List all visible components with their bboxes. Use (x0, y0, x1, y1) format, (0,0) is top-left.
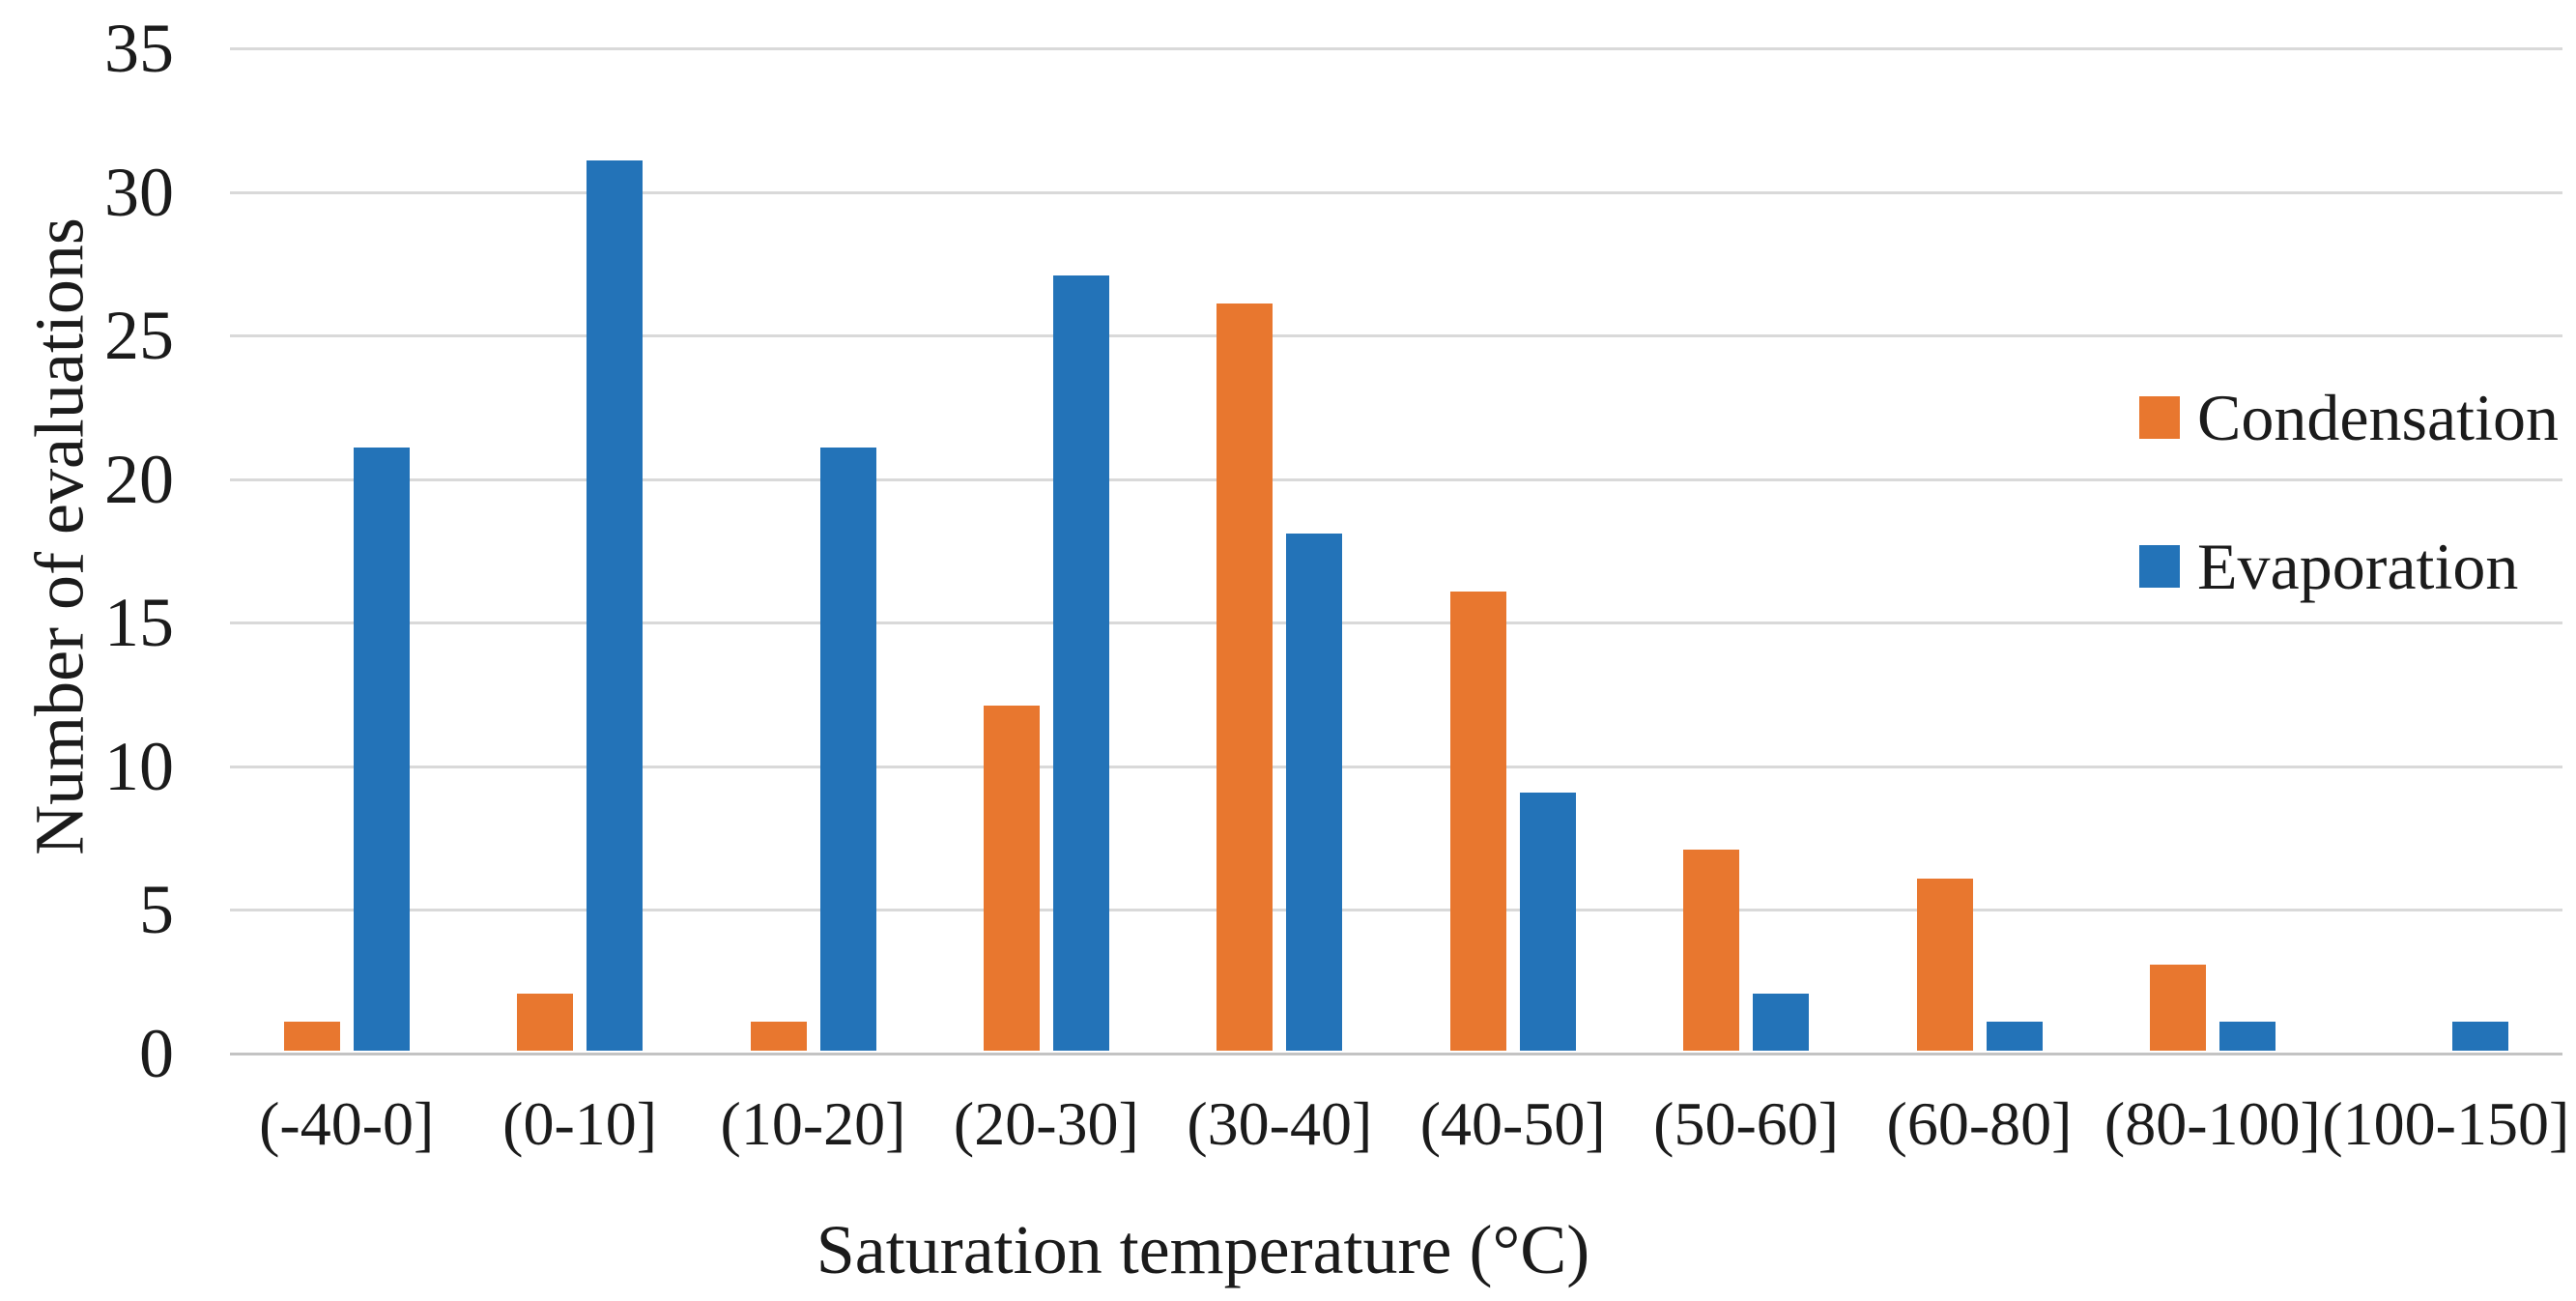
x-axis-title: Saturation temperature (°C) (816, 1211, 1590, 1288)
bar-evaporation-10 (2452, 1022, 2509, 1051)
legend-label: Evaporation (2197, 530, 2519, 603)
bar-evaporation-1 (353, 448, 410, 1051)
bar-condensation-9 (2149, 964, 2206, 1051)
x-tick-label: (100-150] (2322, 1089, 2570, 1158)
bar-evaporation-4 (1052, 275, 1109, 1051)
legend: Condensation Evaporation (2139, 385, 2559, 599)
x-tick-label: (50-60] (1653, 1089, 1840, 1158)
bar-condensation-3 (750, 1022, 807, 1051)
gridline (230, 190, 2562, 194)
gridline (230, 622, 2562, 625)
bar-condensation-4 (983, 706, 1040, 1051)
legend-item-condensation: Condensation (2139, 385, 2559, 450)
bar-condensation-8 (1916, 878, 1973, 1051)
legend-marker-evaporation-icon (2139, 545, 2180, 588)
bar-evaporation-8 (1986, 1022, 2043, 1051)
bar-condensation-1 (283, 1022, 340, 1051)
bar-condensation-6 (1449, 591, 1506, 1051)
legend-item-evaporation: Evaporation (2139, 534, 2559, 599)
x-tick-label: (30-40] (1187, 1089, 1373, 1158)
x-axis-line (230, 1053, 2562, 1055)
x-tick-label: (60-80] (1886, 1089, 2073, 1158)
legend-marker-condensation-icon (2139, 396, 2180, 439)
bar-condensation-5 (1216, 304, 1274, 1051)
bar-evaporation-2 (587, 159, 644, 1051)
bar-evaporation-7 (1753, 993, 1810, 1051)
bar-condensation-7 (1683, 850, 1740, 1051)
legend-label: Condensation (2197, 381, 2559, 454)
x-tick-label: (80-100] (2104, 1089, 2321, 1158)
x-tick-label: (10-20] (720, 1089, 906, 1158)
bar-evaporation-9 (2218, 1022, 2275, 1051)
bar-evaporation-6 (1519, 792, 1576, 1051)
gridline (230, 47, 2562, 50)
gridline (230, 909, 2562, 912)
x-tick-label: (0-10] (502, 1089, 658, 1158)
gridline (230, 334, 2562, 338)
x-tick-label: (40-50] (1419, 1089, 1606, 1158)
x-tick-label: (-40-0] (259, 1089, 435, 1158)
plot-area (230, 47, 2562, 1055)
bar-evaporation-3 (819, 448, 876, 1051)
bar-evaporation-5 (1286, 534, 1343, 1051)
gridline (230, 765, 2562, 768)
y-axis-tick-labels: 0 5 10 15 20 25 30 35 (104, 10, 174, 1092)
gridline (230, 477, 2562, 481)
x-tick-label: (20-30] (953, 1089, 1139, 1158)
bar-condensation-2 (517, 993, 574, 1051)
